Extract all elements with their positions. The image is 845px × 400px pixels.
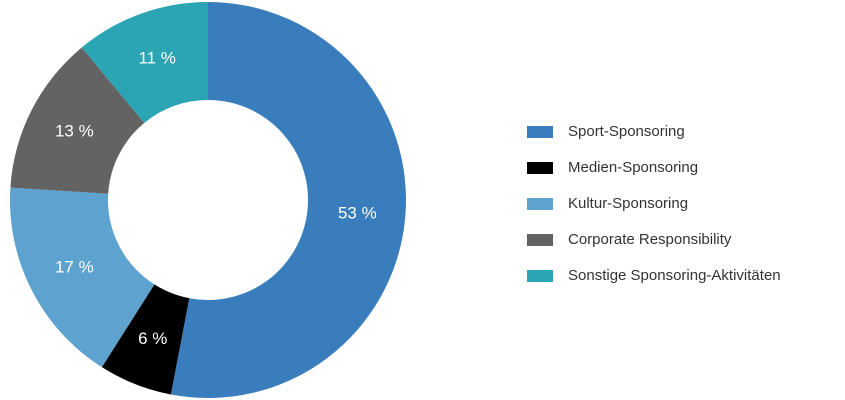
donut-segment <box>170 2 406 398</box>
donut-segment <box>10 187 155 368</box>
legend-swatch <box>527 234 553 246</box>
legend-swatch <box>527 270 553 282</box>
legend-swatch <box>527 198 553 210</box>
legend-swatch <box>527 126 553 138</box>
donut-segment <box>81 2 208 123</box>
value-label: 13 % <box>55 121 94 140</box>
legend-label: Medien-Sponsoring <box>568 159 698 176</box>
value-label: 53 % <box>338 204 377 223</box>
value-label: 11 % <box>138 48 176 67</box>
legend-label: Corporate Responsibility <box>568 231 732 248</box>
value-label: 6 % <box>138 329 167 348</box>
legend-label: Sport-Sponsoring <box>568 123 685 140</box>
donut-segment <box>101 284 190 395</box>
value-label: 17 % <box>55 258 94 277</box>
donut-segment <box>10 47 145 194</box>
legend-label: Kultur-Sponsoring <box>568 195 688 212</box>
legend-swatch <box>527 162 553 174</box>
legend-label: Sonstige Sponsoring-Aktivitäten <box>568 267 781 284</box>
